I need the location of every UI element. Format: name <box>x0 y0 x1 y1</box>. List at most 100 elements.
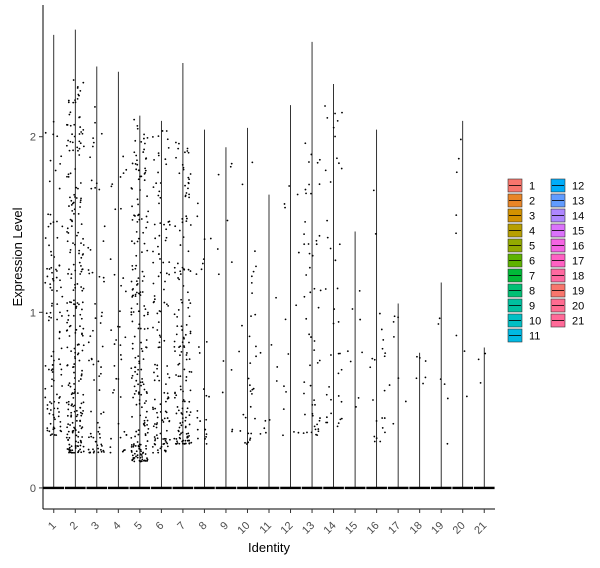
point-16 <box>375 420 378 422</box>
point-8 <box>196 215 199 218</box>
point-1 <box>47 213 50 216</box>
point-18 <box>418 356 421 359</box>
point-14 <box>332 322 335 325</box>
point-5 <box>144 453 147 455</box>
point-4 <box>118 325 121 328</box>
point-5 <box>143 459 146 462</box>
point-5 <box>137 213 140 216</box>
point-7 <box>188 315 191 318</box>
point-14 <box>334 259 337 262</box>
point-4 <box>122 172 125 174</box>
point-12 <box>297 251 300 254</box>
point-1 <box>56 303 59 306</box>
point-7 <box>187 432 190 435</box>
point-7 <box>184 194 187 197</box>
point-10 <box>251 388 254 391</box>
point-1 <box>49 213 52 216</box>
point-1 <box>56 135 59 138</box>
point-7 <box>182 285 185 287</box>
y-axis-title: Expression Level <box>10 207 25 306</box>
point-7 <box>176 315 179 318</box>
point-10 <box>251 161 254 164</box>
point-1 <box>52 221 55 224</box>
point-20 <box>459 138 462 141</box>
point-1 <box>46 404 49 406</box>
point-16 <box>381 347 384 350</box>
point-14 <box>328 385 330 388</box>
point-10 <box>254 250 256 253</box>
point-1 <box>58 397 61 399</box>
point-3 <box>89 451 92 454</box>
point-5 <box>143 402 146 405</box>
point-5 <box>145 391 148 393</box>
point-5 <box>135 455 137 458</box>
point-1 <box>58 330 61 333</box>
point-13 <box>314 403 316 406</box>
point-2 <box>71 430 74 433</box>
point-2 <box>70 411 73 414</box>
point-7 <box>179 385 182 388</box>
point-13 <box>302 432 305 435</box>
point-2 <box>80 265 82 267</box>
point-7 <box>178 278 181 281</box>
point-13 <box>311 403 314 406</box>
point-5 <box>143 137 145 140</box>
point-7 <box>184 151 186 154</box>
point-7 <box>179 244 182 246</box>
point-5 <box>135 403 138 406</box>
point-2 <box>79 419 82 422</box>
point-6 <box>152 425 155 428</box>
point-6 <box>163 437 166 440</box>
point-2 <box>80 414 83 417</box>
point-7 <box>185 358 188 361</box>
point-4 <box>120 358 123 361</box>
point-5 <box>130 307 133 310</box>
point-6 <box>157 135 160 138</box>
point-5 <box>135 264 138 267</box>
point-4 <box>112 391 114 394</box>
point-5 <box>139 448 142 451</box>
point-6 <box>153 298 156 301</box>
point-3 <box>102 276 105 279</box>
legend-label-16: 16 <box>572 241 584 253</box>
point-14 <box>326 116 329 119</box>
point-2 <box>73 451 76 454</box>
point-7 <box>183 268 186 271</box>
point-5 <box>138 443 141 446</box>
point-2 <box>74 196 76 198</box>
point-14 <box>340 167 343 170</box>
point-5 <box>130 240 133 243</box>
point-13 <box>316 423 319 426</box>
point-14 <box>324 169 327 172</box>
point-7 <box>190 441 193 444</box>
point-1 <box>50 316 53 319</box>
point-7 <box>187 176 190 179</box>
point-5 <box>131 415 133 418</box>
point-1 <box>51 277 54 280</box>
point-6 <box>153 379 156 382</box>
point-1 <box>48 315 51 318</box>
point-5 <box>135 280 138 282</box>
point-5 <box>136 441 139 443</box>
point-7 <box>188 299 190 301</box>
point-13 <box>308 333 311 336</box>
point-8 <box>208 395 210 398</box>
point-5 <box>141 251 143 254</box>
point-3 <box>99 448 102 451</box>
point-17 <box>404 400 407 403</box>
point-7 <box>182 390 184 393</box>
point-1 <box>49 159 52 162</box>
point-7 <box>189 389 192 392</box>
point-7 <box>181 413 184 416</box>
point-5 <box>145 346 148 349</box>
point-3 <box>92 436 95 439</box>
point-2 <box>82 237 84 240</box>
point-5 <box>134 445 137 447</box>
point-5 <box>131 218 134 221</box>
point-20 <box>455 334 458 337</box>
point-6 <box>152 406 154 409</box>
point-5 <box>134 356 137 359</box>
point-7 <box>188 423 191 426</box>
point-2 <box>76 87 79 89</box>
point-6 <box>166 138 169 141</box>
